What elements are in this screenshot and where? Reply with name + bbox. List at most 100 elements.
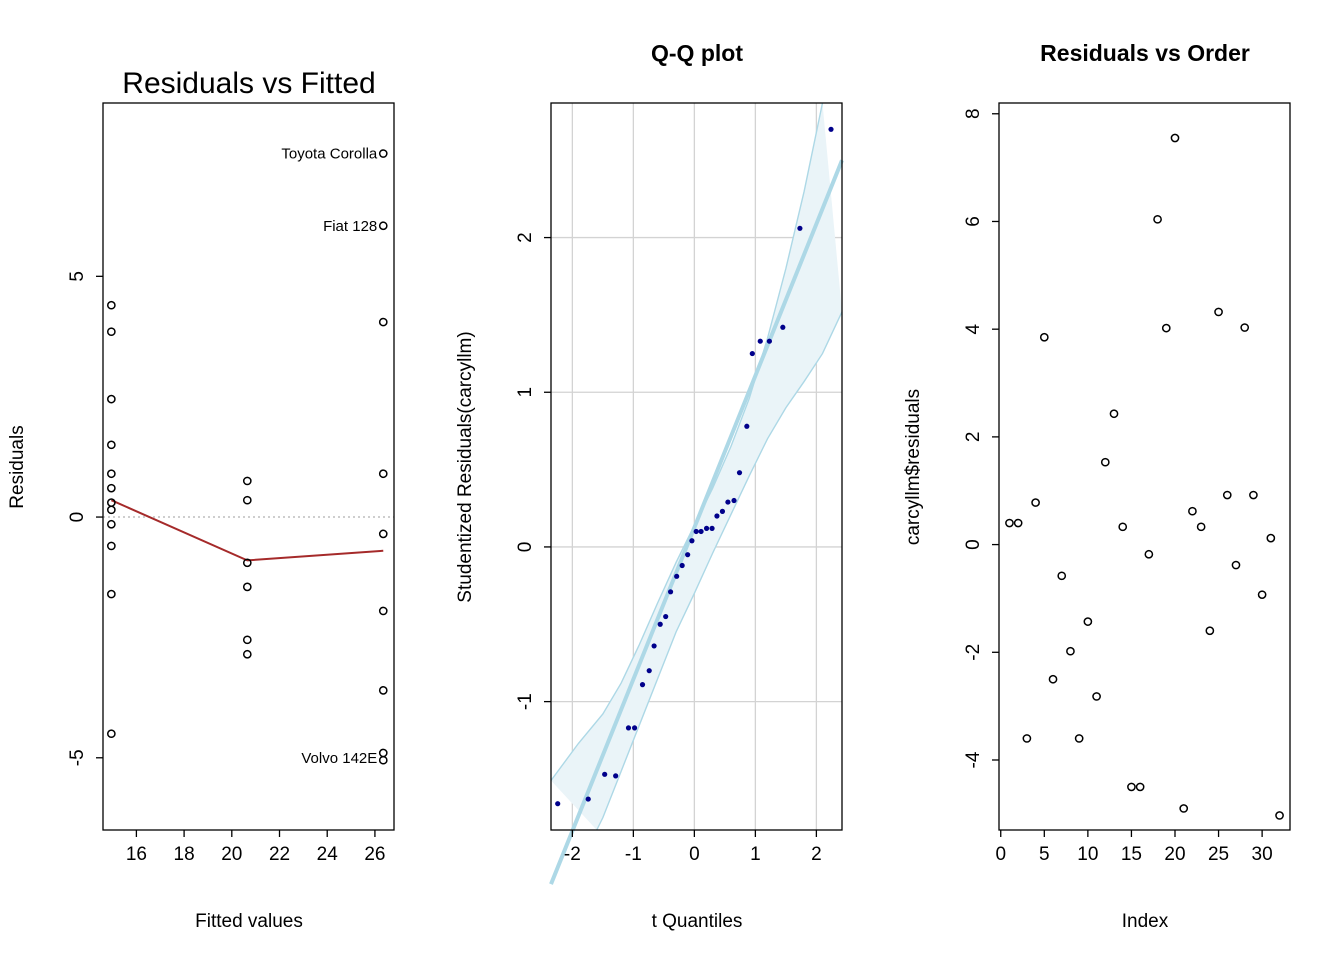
residuals-vs-fitted-panel: Residuals vs Fitted Fitted values Residu… xyxy=(7,67,395,932)
data-point xyxy=(242,495,252,505)
x-tick-label: 0 xyxy=(995,844,1006,865)
data-point xyxy=(674,573,680,579)
x-tick-label: 26 xyxy=(364,844,385,865)
data-point xyxy=(828,126,834,132)
x-tick-label: 5 xyxy=(1039,844,1050,865)
y-tick-label: -4 xyxy=(963,751,984,768)
data-point xyxy=(1249,490,1258,500)
x-tick-label: 2 xyxy=(811,844,822,865)
y-tick-label: 2 xyxy=(963,432,984,443)
data-point xyxy=(663,613,669,620)
data-point xyxy=(1135,782,1145,792)
data-point xyxy=(693,528,699,535)
data-point xyxy=(1092,692,1101,701)
data-point xyxy=(1196,522,1206,532)
data-point xyxy=(1222,490,1232,500)
data-point xyxy=(698,528,704,535)
data-point xyxy=(749,350,755,357)
qq-plot-panel: Q-Q plot t Quantiles Studentized Residua… xyxy=(455,40,844,932)
data-point xyxy=(106,483,116,493)
data-point xyxy=(685,552,691,558)
data-point xyxy=(378,748,388,758)
data-point xyxy=(1188,506,1197,516)
data-point xyxy=(378,686,388,695)
data-point xyxy=(1048,674,1058,684)
y-tick-label: 0 xyxy=(963,539,984,550)
y-tick-label: -2 xyxy=(963,644,984,661)
data-point xyxy=(1214,307,1223,317)
data-point xyxy=(1005,518,1014,528)
x-axis-label: t Quantiles xyxy=(652,911,743,932)
confidence-band-lower xyxy=(596,311,843,831)
data-point xyxy=(719,508,726,514)
panel-title: Q-Q plot xyxy=(651,40,743,66)
plot-frame xyxy=(550,102,843,831)
x-tick-label: 1 xyxy=(750,844,761,865)
x-tick-label: 25 xyxy=(1208,844,1229,865)
data-point xyxy=(1205,626,1215,636)
panel-title: Residuals vs Fitted xyxy=(122,67,375,100)
data-point xyxy=(378,317,388,327)
data-point xyxy=(378,149,388,158)
y-tick-label: 8 xyxy=(963,108,984,119)
point-annotation: Fiat 128 xyxy=(323,218,377,235)
data-point xyxy=(1231,560,1241,570)
x-tick-label: 10 xyxy=(1077,844,1098,865)
data-point xyxy=(1127,782,1136,792)
data-point xyxy=(731,497,737,504)
data-point xyxy=(1100,457,1110,467)
data-point xyxy=(106,505,116,515)
data-point xyxy=(646,668,652,674)
data-point xyxy=(378,469,388,479)
y-tick-label: 2 xyxy=(515,232,536,243)
x-tick-label: 20 xyxy=(1164,844,1185,865)
data-point xyxy=(667,589,674,595)
y-axis-label: Studentized Residuals(carcyllm) xyxy=(455,331,476,602)
plot-frame xyxy=(102,102,395,831)
data-point xyxy=(106,498,116,507)
data-point xyxy=(555,801,561,807)
data-point xyxy=(1109,409,1119,419)
data-point xyxy=(1179,804,1189,813)
data-point xyxy=(378,755,388,765)
x-tick-label: 30 xyxy=(1252,844,1273,865)
x-tick-label: 20 xyxy=(221,844,242,865)
data-point xyxy=(757,338,763,344)
data-point xyxy=(1013,518,1023,528)
plot-frame xyxy=(998,102,1291,831)
data-point xyxy=(689,538,695,544)
data-point xyxy=(703,525,710,531)
data-point xyxy=(1083,617,1093,626)
data-point xyxy=(106,440,116,450)
x-tick-label: 22 xyxy=(269,844,290,865)
y-tick-label: -1 xyxy=(515,693,536,710)
data-point xyxy=(242,635,252,645)
data-point xyxy=(1170,133,1180,143)
data-point xyxy=(709,525,715,531)
data-point xyxy=(242,649,252,659)
confidence-band-upper xyxy=(550,102,824,781)
data-point xyxy=(106,300,116,310)
data-point xyxy=(378,529,388,539)
data-point xyxy=(639,682,646,688)
x-tick-label: 15 xyxy=(1121,844,1142,865)
data-point xyxy=(780,324,786,330)
data-point xyxy=(106,541,116,551)
y-axis-label: Residuals xyxy=(7,425,28,508)
data-point xyxy=(242,558,252,568)
residuals-vs-order-panel: Residuals vs Order Index carcyllm$residu… xyxy=(903,40,1291,932)
y-tick-label: 0 xyxy=(67,512,88,523)
data-point xyxy=(242,476,252,486)
data-point xyxy=(613,773,619,779)
data-point xyxy=(1161,323,1171,333)
data-point xyxy=(714,513,720,519)
data-point xyxy=(1240,323,1250,332)
data-point xyxy=(744,423,750,429)
x-tick-label: 0 xyxy=(689,844,700,865)
x-axis-label: Index xyxy=(1122,911,1169,932)
data-point xyxy=(602,771,608,777)
y-tick-label: 5 xyxy=(67,271,88,282)
data-point xyxy=(378,221,388,231)
data-point xyxy=(625,725,632,731)
